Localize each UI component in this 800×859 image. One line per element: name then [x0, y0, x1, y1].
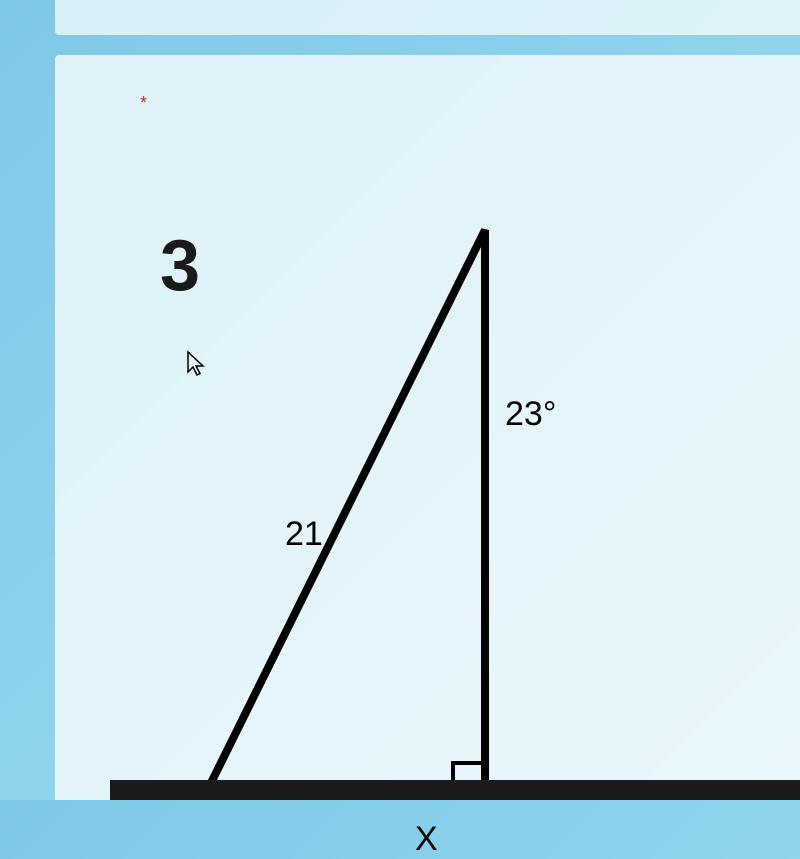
- base-label: X: [415, 820, 438, 859]
- top-panel: [55, 0, 800, 35]
- required-asterisk: *: [140, 93, 147, 114]
- triangle-svg: [185, 220, 685, 840]
- triangle-diagram: 23° 21 X: [185, 220, 685, 840]
- angle-label: 23°: [505, 395, 556, 434]
- main-panel: * 3 23° 21 X: [55, 55, 800, 800]
- triangle-path: [205, 230, 485, 795]
- hypotenuse-label: 21: [285, 515, 323, 554]
- bottom-bar: [110, 780, 800, 800]
